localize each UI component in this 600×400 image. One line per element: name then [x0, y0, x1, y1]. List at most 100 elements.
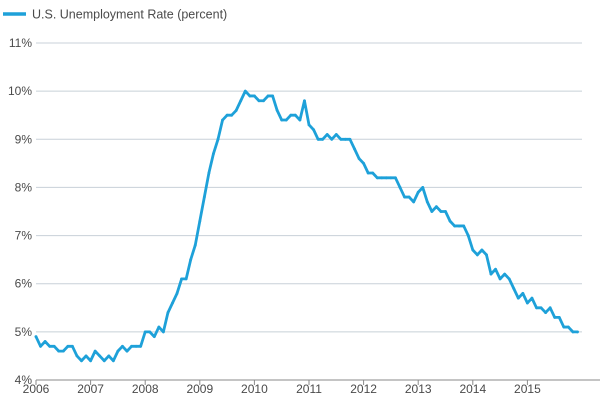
- data-point: [503, 272, 507, 276]
- data-point: [462, 224, 466, 228]
- data-point: [189, 258, 193, 262]
- data-point: [280, 118, 284, 122]
- data-point: [526, 301, 529, 305]
- data-point: [202, 195, 206, 199]
- data-point: [366, 171, 370, 175]
- data-point: [394, 176, 397, 180]
- data-point: [253, 94, 256, 98]
- data-point: [453, 224, 456, 228]
- data-point: [130, 344, 133, 348]
- data-point: [289, 113, 293, 117]
- data-point: [89, 359, 92, 363]
- data-point: [284, 118, 288, 122]
- data-point: [152, 335, 156, 339]
- data-point: [412, 200, 416, 204]
- chart-legend: U.S. Unemployment Rate (percent): [3, 8, 227, 22]
- data-point: [530, 296, 534, 300]
- data-point: [307, 123, 311, 127]
- data-point: [466, 234, 470, 237]
- data-point: [212, 152, 215, 156]
- data-point: [243, 89, 247, 93]
- data-point: [121, 344, 124, 348]
- data-point: [157, 325, 161, 329]
- data-point: [489, 272, 493, 276]
- data-point: [439, 210, 443, 213]
- x-tick-label: 2014: [459, 382, 486, 396]
- data-point: [80, 359, 83, 363]
- data-point: [448, 219, 452, 223]
- data-point: [407, 195, 411, 199]
- y-tick-label: 8%: [15, 180, 33, 194]
- data-point: [171, 301, 174, 305]
- data-point: [193, 243, 197, 247]
- data-point: [180, 277, 184, 281]
- y-gridlines: [36, 42, 582, 333]
- data-point: [507, 277, 511, 281]
- data-point: [111, 359, 115, 363]
- data-point: [75, 354, 79, 358]
- x-tick-label: 2006: [23, 382, 50, 396]
- data-point: [303, 99, 306, 103]
- data-point: [262, 99, 265, 103]
- y-tick-label: 11%: [9, 36, 32, 50]
- x-axis-tick-labels: 2006 2007 2008 2009 2010 2011 2012 2013 2014 2015: [23, 382, 541, 396]
- data-point: [362, 161, 365, 165]
- data-point: [325, 133, 329, 136]
- y-tick-label: 6%: [15, 277, 33, 291]
- y-tick-label: 5%: [15, 325, 33, 339]
- data-point: [298, 118, 302, 122]
- data-point: [57, 349, 61, 353]
- data-point: [275, 109, 279, 112]
- data-point: [93, 349, 97, 353]
- data-point: [271, 94, 274, 98]
- data-point: [125, 349, 129, 353]
- data-point: [39, 344, 42, 348]
- data-point: [435, 205, 438, 209]
- y-tick-label: 7%: [15, 229, 33, 243]
- data-point: [312, 128, 315, 132]
- data-point: [471, 248, 475, 252]
- data-point: [48, 344, 52, 348]
- data-point: [521, 291, 525, 295]
- data-point: [375, 176, 379, 180]
- data-point: [425, 200, 429, 204]
- data-point: [66, 344, 70, 348]
- data-point: [52, 344, 56, 348]
- data-point: [239, 99, 243, 103]
- x-tick-label: 2011: [296, 382, 322, 396]
- data-point: [384, 176, 388, 180]
- data-point: [221, 118, 224, 122]
- data-point: [516, 296, 520, 300]
- y-tick-label: 9%: [15, 132, 33, 146]
- data-point: [43, 340, 47, 343]
- data-point: [562, 325, 566, 329]
- data-point: [566, 325, 570, 329]
- data-point: [61, 349, 65, 353]
- data-point: [71, 344, 74, 348]
- data-point: [544, 311, 547, 314]
- data-point: [266, 94, 270, 98]
- data-point: [257, 99, 261, 103]
- data-point: [403, 195, 406, 199]
- data-point: [207, 171, 211, 175]
- data-point: [162, 330, 165, 334]
- data-point: [494, 267, 497, 271]
- data-point: [571, 330, 575, 334]
- data-point: [398, 186, 402, 189]
- data-point: [334, 133, 338, 136]
- data-point: [230, 113, 234, 117]
- y-tick-label: 10%: [8, 84, 32, 98]
- data-point: [143, 330, 147, 334]
- data-point: [293, 113, 297, 117]
- data-point: [553, 316, 557, 319]
- x-tick-label: 2008: [132, 382, 159, 396]
- data-point: [353, 147, 356, 151]
- data-point: [148, 330, 152, 334]
- data-point: [175, 291, 179, 295]
- data-point: [248, 94, 252, 98]
- data-point: [457, 224, 461, 228]
- legend-label: U.S. Unemployment Rate (percent): [32, 8, 227, 22]
- x-tick-label: 2015: [514, 382, 541, 396]
- data-point: [139, 344, 143, 348]
